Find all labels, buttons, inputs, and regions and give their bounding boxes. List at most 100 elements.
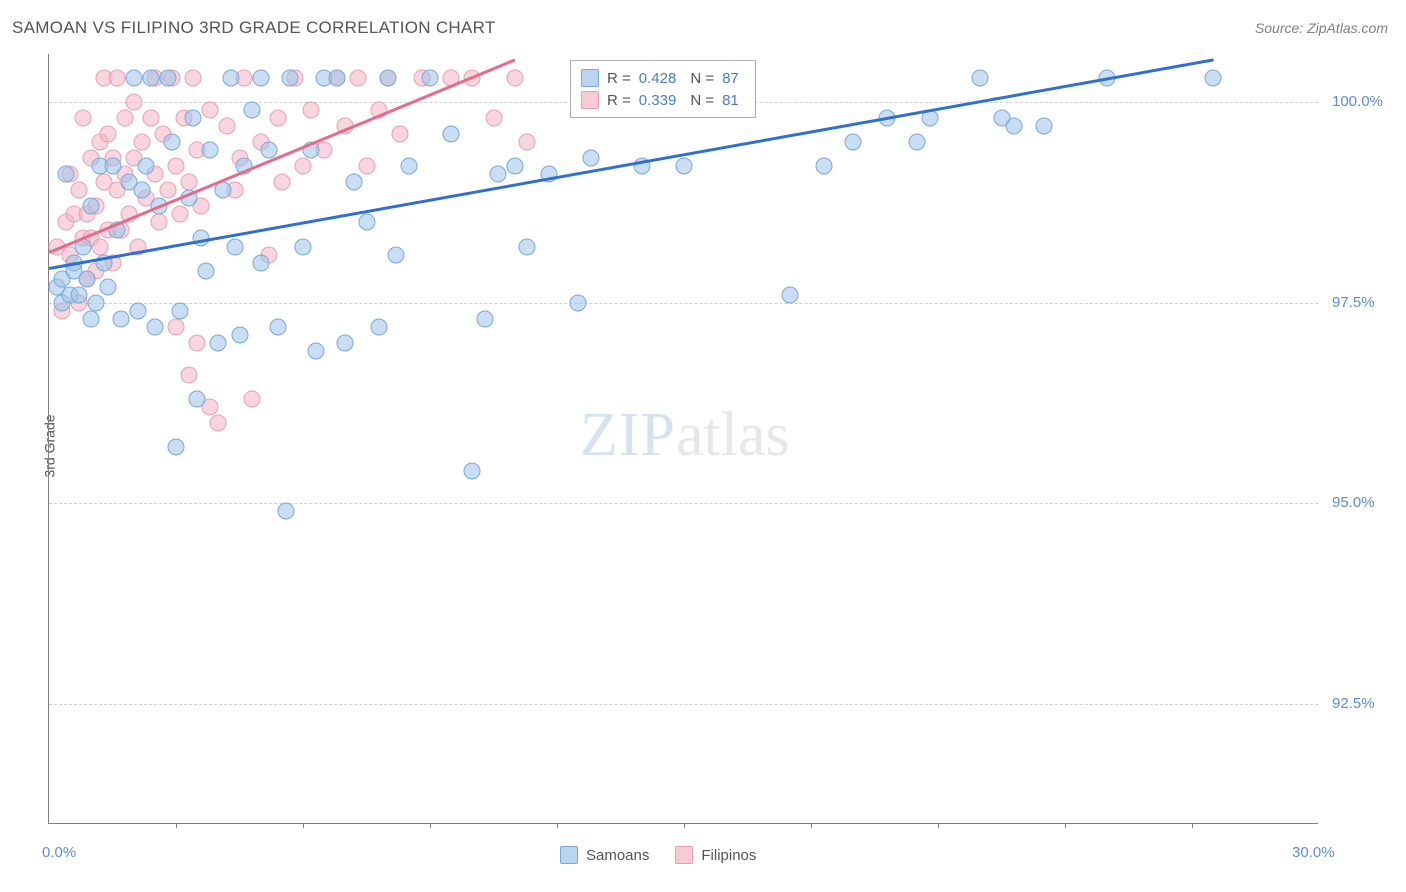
filipino-point xyxy=(350,70,367,87)
filipino-point xyxy=(134,134,151,151)
samoan-point xyxy=(168,439,185,456)
filipino-point xyxy=(108,70,125,87)
filipino-point xyxy=(180,174,197,191)
legend-swatch xyxy=(675,846,693,864)
legend-n-value: 81 xyxy=(722,92,739,109)
samoan-point xyxy=(134,182,151,199)
samoan-point xyxy=(138,158,155,175)
plot-area xyxy=(48,54,1318,824)
filipino-point xyxy=(91,238,108,255)
samoan-point xyxy=(79,270,96,287)
samoan-point xyxy=(1205,70,1222,87)
filipino-point xyxy=(273,174,290,191)
legend-n-value: 87 xyxy=(722,70,739,87)
filipino-point xyxy=(180,366,197,383)
x-tick xyxy=(303,823,304,828)
filipino-point xyxy=(172,206,189,223)
samoan-point xyxy=(972,70,989,87)
filipino-point xyxy=(168,318,185,335)
samoan-point xyxy=(146,318,163,335)
x-tick xyxy=(557,823,558,828)
legend-row: R =0.428N =87 xyxy=(581,69,745,87)
filipino-point xyxy=(159,182,176,199)
filipino-point xyxy=(117,110,134,127)
legend-r-label: R = xyxy=(607,70,631,87)
samoan-point xyxy=(129,302,146,319)
samoan-point xyxy=(57,166,74,183)
samoan-point xyxy=(676,158,693,175)
series-legend-item: Filipinos xyxy=(675,846,756,864)
filipino-point xyxy=(100,126,117,143)
samoan-point xyxy=(307,342,324,359)
filipino-point xyxy=(303,102,320,119)
samoan-point xyxy=(908,134,925,151)
samoan-point xyxy=(252,70,269,87)
samoan-point xyxy=(295,238,312,255)
x-tick xyxy=(938,823,939,828)
series-legend-label: Filipinos xyxy=(701,847,756,864)
legend-swatch xyxy=(581,91,599,109)
x-tick xyxy=(430,823,431,828)
samoan-point xyxy=(227,238,244,255)
samoan-point xyxy=(223,70,240,87)
samoan-point xyxy=(125,70,142,87)
samoan-point xyxy=(781,286,798,303)
filipino-point xyxy=(218,118,235,135)
series-legend-label: Samoans xyxy=(586,847,649,864)
samoan-point xyxy=(282,70,299,87)
samoan-point xyxy=(371,318,388,335)
samoan-point xyxy=(443,126,460,143)
filipino-point xyxy=(184,70,201,87)
samoan-point xyxy=(815,158,832,175)
series-legend-item: Samoans xyxy=(560,846,649,864)
samoan-point xyxy=(269,318,286,335)
source-text: Source: ZipAtlas.com xyxy=(1255,20,1388,36)
samoan-point xyxy=(201,142,218,159)
filipino-point xyxy=(210,414,227,431)
samoan-point xyxy=(379,70,396,87)
filipino-point xyxy=(244,390,261,407)
samoan-point xyxy=(422,70,439,87)
samoan-point xyxy=(1006,118,1023,135)
samoan-point xyxy=(104,158,121,175)
y-tick-label: 100.0% xyxy=(1332,93,1383,110)
samoan-point xyxy=(489,166,506,183)
samoan-point xyxy=(70,286,87,303)
samoan-point xyxy=(582,150,599,167)
filipino-point xyxy=(519,134,536,151)
samoan-point xyxy=(163,134,180,151)
filipino-point xyxy=(201,102,218,119)
samoan-point xyxy=(345,174,362,191)
y-tick-label: 95.0% xyxy=(1332,494,1375,511)
gridline xyxy=(49,303,1318,304)
samoan-point xyxy=(142,70,159,87)
legend-row: R =0.339N =81 xyxy=(581,91,745,109)
samoan-point xyxy=(112,310,129,327)
filipino-point xyxy=(70,182,87,199)
samoan-point xyxy=(845,134,862,151)
filipino-point xyxy=(392,126,409,143)
filipino-point xyxy=(125,94,142,111)
samoan-point xyxy=(337,334,354,351)
filipino-point xyxy=(74,110,91,127)
filipino-point xyxy=(142,110,159,127)
samoan-point xyxy=(388,246,405,263)
y-tick-label: 97.5% xyxy=(1332,294,1375,311)
samoan-point xyxy=(278,503,295,520)
samoan-point xyxy=(172,302,189,319)
legend-r-label: R = xyxy=(607,92,631,109)
samoan-point xyxy=(184,110,201,127)
x-tick xyxy=(1065,823,1066,828)
filipino-point xyxy=(358,158,375,175)
samoan-point xyxy=(464,463,481,480)
samoan-point xyxy=(244,102,261,119)
x-tick-label: 30.0% xyxy=(1292,844,1335,861)
samoan-point xyxy=(231,326,248,343)
samoan-point xyxy=(328,70,345,87)
filipino-point xyxy=(189,334,206,351)
filipino-point xyxy=(485,110,502,127)
x-tick xyxy=(811,823,812,828)
legend-swatch xyxy=(581,69,599,87)
samoan-point xyxy=(477,310,494,327)
samoan-point xyxy=(83,198,100,215)
